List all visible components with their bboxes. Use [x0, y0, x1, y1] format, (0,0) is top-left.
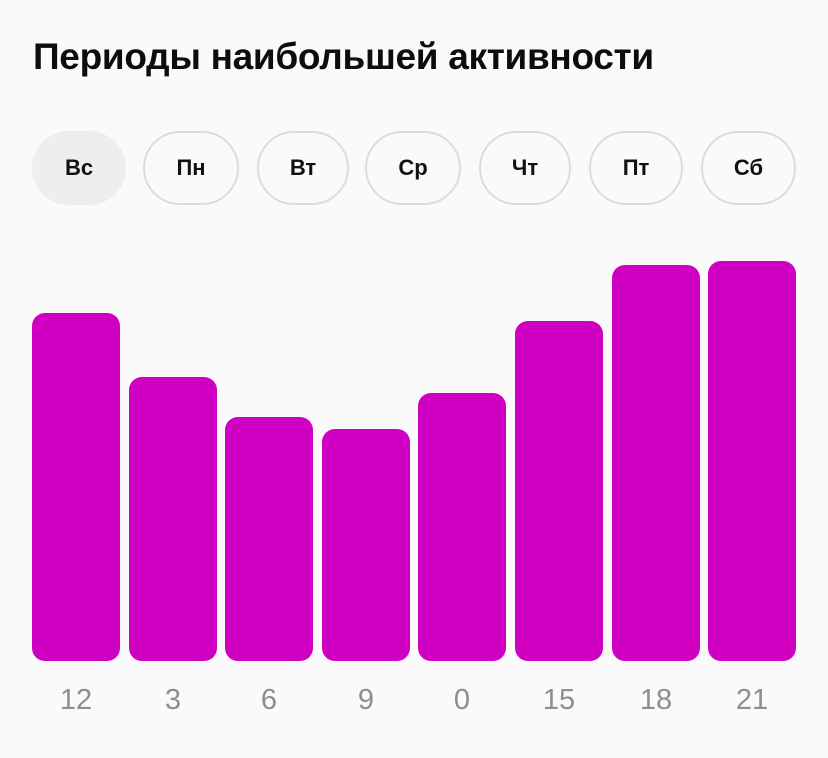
x-axis-label: 12 — [59, 684, 93, 716]
tab-saturday[interactable]: Сб — [701, 131, 796, 205]
tab-tuesday[interactable]: Вт — [257, 131, 349, 205]
bar — [708, 261, 796, 661]
tab-wednesday[interactable]: Ср — [365, 131, 461, 205]
bar — [225, 417, 313, 661]
x-axis-label: 0 — [453, 684, 471, 716]
day-tabs: Вс Пн Вт Ср Чт Пт Сб — [0, 131, 828, 208]
bar — [32, 313, 120, 661]
bar — [418, 393, 506, 661]
bar — [612, 265, 700, 661]
x-axis-label: 15 — [542, 684, 576, 716]
x-axis-label: 3 — [164, 684, 182, 716]
tab-thursday[interactable]: Чт — [479, 131, 571, 205]
page-title: Периоды наибольшей активности — [33, 36, 654, 77]
bar — [129, 377, 217, 661]
x-axis-label: 9 — [357, 684, 375, 716]
tab-sunday[interactable]: Вс — [32, 131, 126, 205]
tab-friday[interactable]: Пт — [589, 131, 683, 205]
x-axis-label: 6 — [260, 684, 278, 716]
x-axis-label: 18 — [639, 684, 673, 716]
x-axis-label: 21 — [735, 684, 769, 716]
bar — [322, 429, 410, 661]
bar — [515, 321, 603, 661]
tab-monday[interactable]: Пн — [143, 131, 239, 205]
